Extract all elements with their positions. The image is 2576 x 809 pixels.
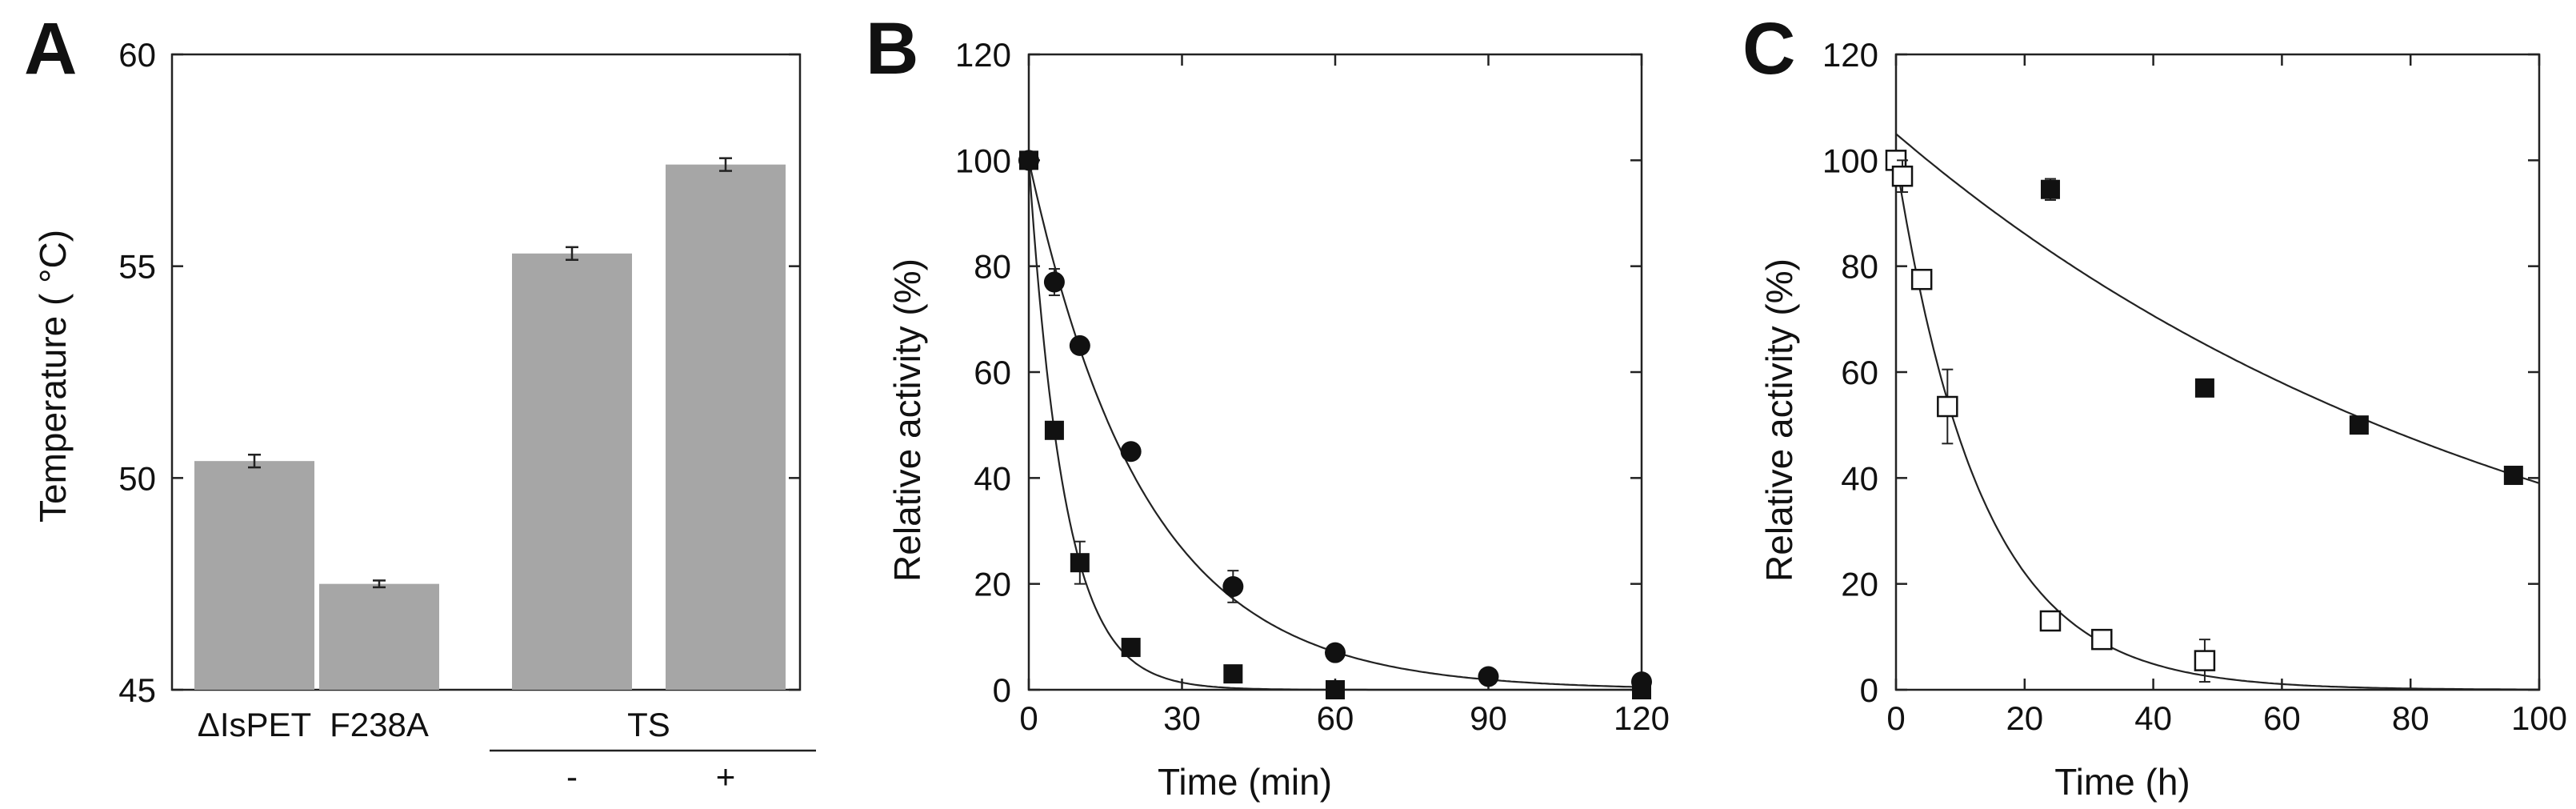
panel-a-y-tick-label: 55	[118, 248, 156, 286]
panel-c-data-point-open-square	[1891, 165, 1914, 187]
panel-c-data-point-open-square	[1937, 395, 1958, 418]
panel-c-y-axis-title: Relative activity (%)	[1758, 258, 1800, 582]
panel-b-data-point-circle	[1120, 441, 1142, 463]
panel-c-fit-curve-filled	[1895, 133, 2540, 484]
panel-c-fit-curve-open	[1894, 160, 2540, 691]
panel-c-data-point-square	[2040, 179, 2060, 199]
panel-c-data-point-square	[2503, 466, 2523, 486]
panel-c-scatter-chart: C Relative activity (%) Time (h) 0 20 40 60…	[1742, 8, 2567, 803]
panel-a-y-tick-label: 50	[118, 459, 156, 497]
panel-a-y-tick-label: 60	[118, 36, 156, 74]
panel-b-x-tick-label: 120	[1614, 699, 1670, 737]
panel-b-data-point-square	[1121, 638, 1141, 658]
panel-a-category-label: -	[566, 758, 578, 795]
panel-c-y-tick-label: 40	[1841, 459, 1878, 497]
panel-a-bar-chart: A Temperature ( °C) 45 50 55 60 ΔIsPET F238A -…	[24, 8, 816, 795]
panel-a-letter: A	[24, 8, 77, 90]
panel-b-data-point-circle	[1478, 666, 1499, 687]
panel-b-x-tick-label: 0	[1019, 699, 1038, 737]
panel-b-letter: B	[866, 8, 918, 90]
panel-b-y-tick-label: 80	[974, 248, 1011, 286]
panel-c-data-point-square	[2194, 378, 2214, 398]
panel-b-scatter-chart: B Relative activity (%) Time (min) 0 20 40…	[866, 8, 1670, 803]
panel-c-plot-frame	[1894, 53, 2541, 691]
panel-a-category-label: ΔIsPET	[198, 706, 311, 743]
panel-a-plot-frame	[170, 53, 802, 691]
panel-b-y-tick-label: 20	[974, 566, 1011, 603]
panel-b-data-point-circle	[1222, 575, 1244, 597]
panel-c-x-tick-label: 0	[1886, 699, 1905, 737]
panel-b-data-point-circle	[1325, 642, 1346, 663]
panel-b-data-point-square	[1044, 420, 1064, 440]
panel-b-marks: 0 20 40 60 80 100 120 0 30 60 90 120	[955, 36, 1670, 737]
panel-b-x-tick-label: 30	[1163, 699, 1201, 737]
panel-b-y-axis-title: Relative activity (%)	[886, 258, 928, 582]
panel-a-y-axis-title: Temperature ( °C)	[32, 230, 74, 523]
panel-b-fit-curve-circle	[1027, 160, 1642, 688]
panel-a-bar	[194, 461, 314, 690]
panel-a-bar	[319, 583, 439, 690]
panel-c-x-tick-label: 20	[2006, 699, 2043, 737]
panel-b-y-tick-label: 40	[974, 459, 1011, 497]
panel-a-bar	[666, 164, 786, 691]
panel-c-y-tick-label: 100	[1822, 142, 1878, 179]
panel-c-marks: 0 20 40 60 80 100 120 0 20 40 60 80 100	[1822, 36, 2567, 737]
panel-c-x-axis-title: Time (h)	[2054, 761, 2190, 803]
panel-b-fit-curve-square	[1027, 160, 1642, 691]
panel-b-x-tick-label: 60	[1317, 699, 1354, 737]
panel-c-x-tick-label: 60	[2263, 699, 2301, 737]
panel-c-data-point-open-square	[1910, 268, 1933, 290]
panel-b-y-tick-label: 100	[955, 142, 1011, 179]
panel-b-data-point-square	[1326, 680, 1345, 699]
panel-c-data-point-open-square	[2091, 628, 2113, 651]
panel-a-y-tick-label: 45	[118, 671, 156, 709]
panel-a-category-label: +	[716, 758, 736, 795]
panel-b-y-tick-label: 0	[993, 671, 1011, 709]
panel-c-data-point-square	[2349, 415, 2369, 435]
panel-b-data-point-square	[1019, 150, 1038, 170]
panel-c-y-tick-label: 80	[1841, 248, 1878, 286]
panel-b-data-point-circle	[1069, 334, 1090, 356]
panel-c-y-tick-label: 60	[1841, 354, 1878, 391]
panel-a-category-label: F238A	[330, 706, 429, 743]
panel-c-x-tick-label: 100	[2511, 699, 2567, 737]
panel-b-x-tick-label: 90	[1470, 699, 1507, 737]
panel-a-marks: 45 50 55 60 ΔIsPET F238A - + TS	[118, 36, 816, 795]
panel-b-x-axis-title: Time (min)	[1158, 761, 1332, 803]
panel-c-x-tick-label: 80	[2392, 699, 2430, 737]
panel-a-bar	[512, 253, 632, 691]
panel-b-data-point-square	[1070, 553, 1090, 573]
panel-c-y-tick-label: 0	[1860, 671, 1878, 709]
panel-c-y-tick-label: 120	[1822, 36, 1878, 74]
panel-a-group-label: TS	[627, 706, 670, 743]
panel-b-y-tick-label: 60	[974, 354, 1011, 391]
panel-b-data-point-square	[1223, 664, 1243, 684]
panel-c-letter: C	[1742, 8, 1795, 90]
panel-c-data-point-open-square	[2039, 610, 2062, 632]
panel-b-data-point-square	[1632, 680, 1651, 699]
panel-b-data-point-circle	[1043, 271, 1065, 293]
panel-c-y-tick-label: 20	[1841, 566, 1878, 603]
panel-c-data-point-open-square	[2194, 650, 2216, 671]
panel-b-y-tick-label: 120	[955, 36, 1011, 74]
panel-c-x-tick-label: 40	[2134, 699, 2172, 737]
panel-b-plot-frame	[1027, 53, 1643, 691]
